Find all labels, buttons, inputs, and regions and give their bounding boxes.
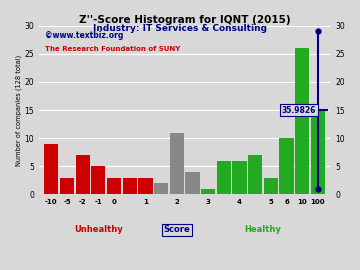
Text: 35.9826: 35.9826 (282, 106, 316, 114)
Bar (264, 177, 278, 194)
Bar (138, 177, 153, 194)
Bar (60, 177, 74, 194)
Bar (185, 172, 199, 194)
Bar (279, 138, 293, 194)
Text: Industry: IT Services & Consulting: Industry: IT Services & Consulting (93, 24, 267, 33)
Bar (311, 110, 325, 194)
Bar (201, 189, 215, 194)
Text: The Research Foundation of SUNY: The Research Foundation of SUNY (45, 46, 180, 52)
Bar (76, 155, 90, 194)
Text: Healthy: Healthy (244, 225, 282, 234)
Bar (44, 144, 58, 194)
Title: Z''-Score Histogram for IQNT (2015): Z''-Score Histogram for IQNT (2015) (79, 15, 291, 25)
Bar (233, 161, 247, 194)
Bar (123, 177, 137, 194)
Bar (154, 183, 168, 194)
Bar (107, 177, 121, 194)
Bar (248, 155, 262, 194)
Bar (170, 133, 184, 194)
Bar (217, 161, 231, 194)
Text: Unhealthy: Unhealthy (74, 225, 123, 234)
Text: ©www.textbiz.org: ©www.textbiz.org (45, 31, 123, 40)
Bar (295, 48, 309, 194)
Y-axis label: Number of companies (128 total): Number of companies (128 total) (15, 55, 22, 166)
Text: Score: Score (163, 225, 190, 234)
Bar (91, 166, 105, 194)
